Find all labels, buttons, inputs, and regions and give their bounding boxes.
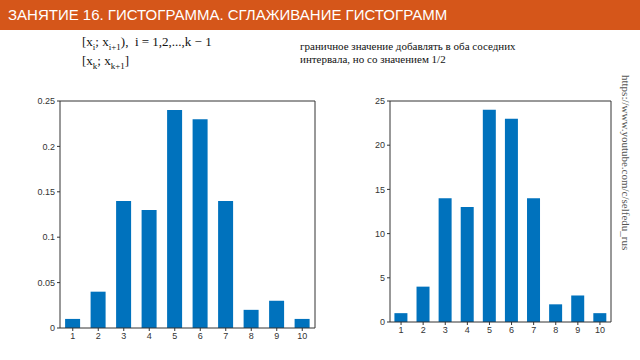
svg-text:3: 3 [443,325,448,335]
svg-text:9: 9 [274,331,279,341]
svg-text:25: 25 [375,96,385,106]
svg-text:0.05: 0.05 [37,278,55,288]
svg-text:8: 8 [249,331,254,341]
svg-text:4: 4 [147,331,152,341]
svg-text:1: 1 [70,331,75,341]
svg-text:0.2: 0.2 [42,142,55,152]
svg-text:9: 9 [575,325,580,335]
svg-text:0.15: 0.15 [37,187,55,197]
svg-text:0.1: 0.1 [42,232,55,242]
html-text:ЗАНЯТИЕ 16. ГИСТОГРАММА. СГЛАЖ: ЗАНЯТИЕ 16. ГИСТОГРАММА. СГЛАЖИВАНИЕ ГИС… [8,6,448,23]
svg-text:5: 5 [380,273,385,283]
svg-text:5: 5 [172,331,177,341]
svg-text:7: 7 [531,325,536,335]
html-text:[xk; xk+1]: [xk; xk+1] [82,53,130,71]
svg-text:10: 10 [297,331,307,341]
svg-text:3: 3 [121,331,126,341]
svg-text:6: 6 [198,331,203,341]
svg-text:15: 15 [375,185,385,195]
svg-text:8: 8 [553,325,558,335]
svg-text:6: 6 [509,325,514,335]
svg-text:10: 10 [375,229,385,239]
svg-text:2: 2 [96,331,101,341]
html-text:[xi; xi+1), i = 1,2,...,k − 1: [xi; xi+1), i = 1,2,...,k − 1 [82,34,212,52]
svg-text:5: 5 [487,325,492,335]
svg-text:2: 2 [421,325,426,335]
html-text:граничное значение добавлять в: граничное значение добавлять в оба сосед… [300,40,516,65]
svg-text:20: 20 [375,140,385,150]
svg-text:4: 4 [465,325,470,335]
svg-text:0.25: 0.25 [37,96,55,106]
svg-text:0: 0 [50,323,55,333]
svg-text:0: 0 [380,317,385,327]
html-text:https://www.youtube.com/c/self: https://www.youtube.com/c/selfedu_rus [620,75,632,251]
svg-text:7: 7 [223,331,228,341]
svg-text:10: 10 [595,325,605,335]
svg-text:1: 1 [399,325,404,335]
